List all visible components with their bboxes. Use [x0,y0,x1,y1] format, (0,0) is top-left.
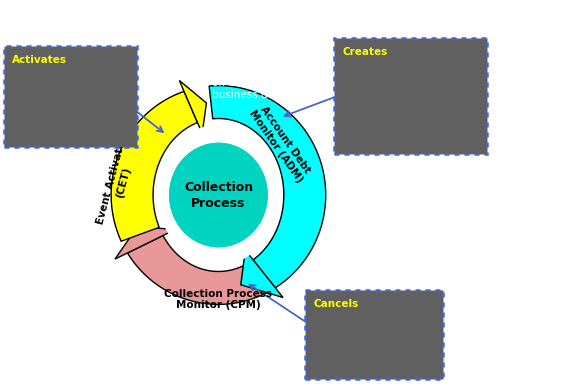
FancyBboxPatch shape [305,290,443,379]
Text: Creates: Creates [343,47,388,57]
Polygon shape [128,236,272,304]
Polygon shape [180,80,207,133]
Text: Activates: Activates [12,55,67,65]
Polygon shape [209,86,326,288]
Ellipse shape [169,143,268,247]
FancyBboxPatch shape [4,46,137,147]
Polygon shape [111,91,198,241]
Text: Collection Process
Monitor (CPM): Collection Process Monitor (CPM) [164,289,273,310]
Ellipse shape [187,160,250,230]
Text: a collection
process if an
account violates
your acceptable
debt thresholds: a collection process if an account viola… [498,47,584,103]
FancyBboxPatch shape [335,38,487,154]
Text: all events
with a trigger date
on or before the
business date: all events with a trigger date on or bef… [212,55,309,99]
Text: Event Activator
(CET): Event Activator (CET) [95,135,140,228]
Ellipse shape [169,143,268,247]
Text: a
collection process
if full payment is
received: a collection process if full payment is … [469,299,562,344]
Polygon shape [241,250,283,298]
Text: Collection
Process: Collection Process [184,181,253,209]
Ellipse shape [187,160,250,230]
Polygon shape [115,227,176,259]
Text: Cancels: Cancels [313,299,359,309]
Ellipse shape [177,151,260,239]
Ellipse shape [177,151,260,239]
Ellipse shape [159,125,278,265]
Text: Account Debt
Monitor (ADM): Account Debt Monitor (ADM) [246,101,314,184]
